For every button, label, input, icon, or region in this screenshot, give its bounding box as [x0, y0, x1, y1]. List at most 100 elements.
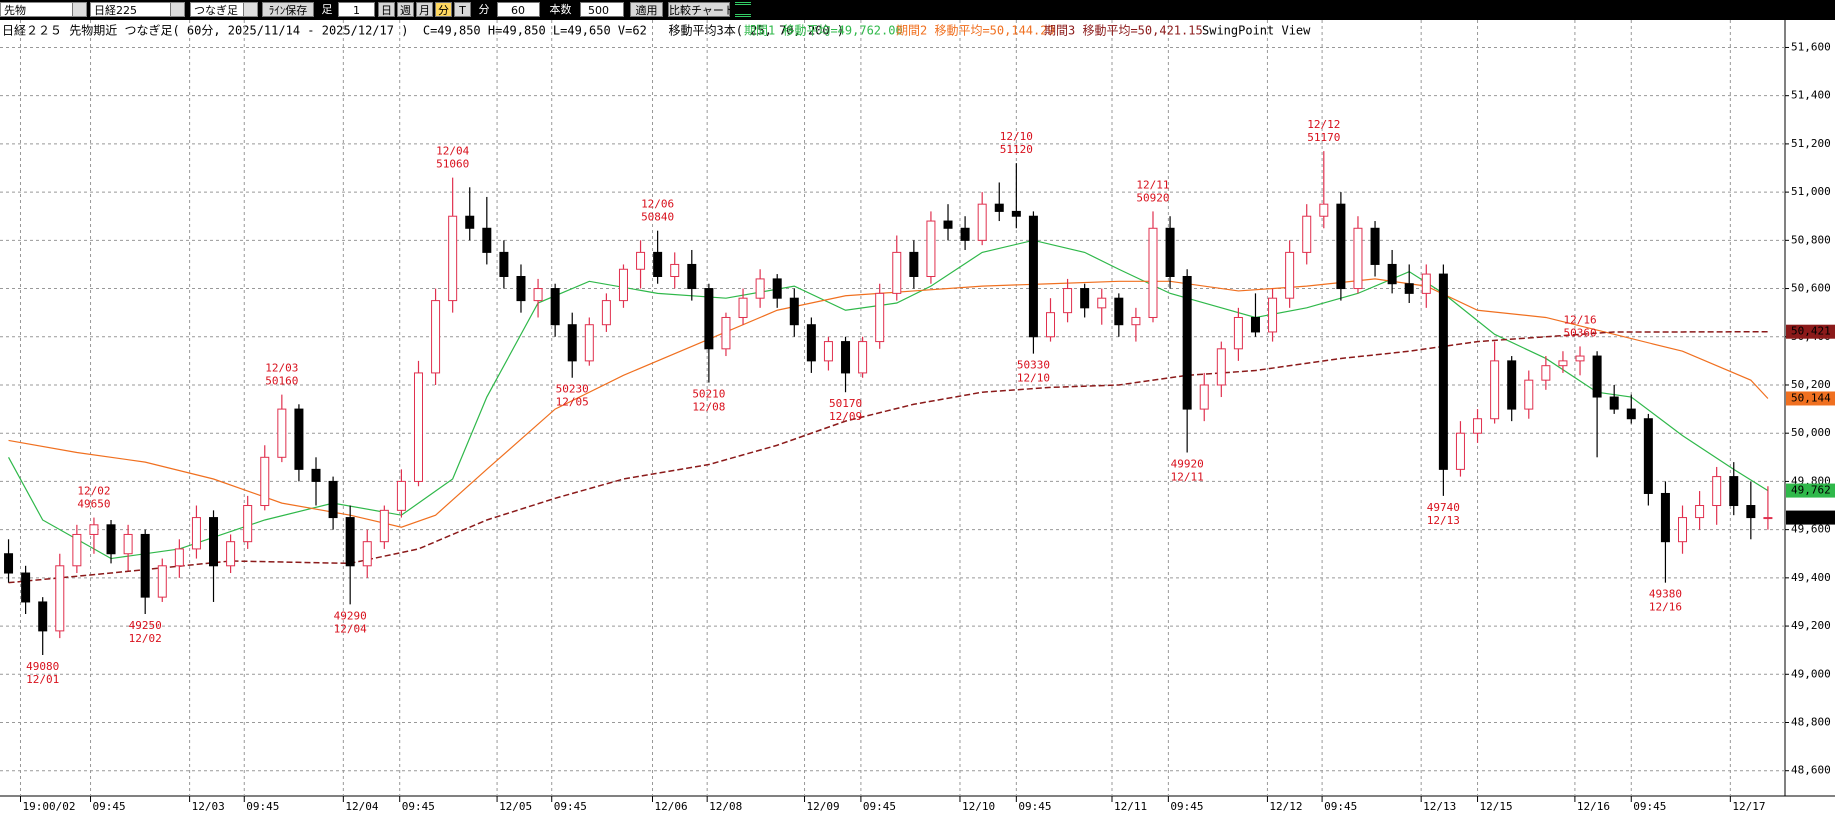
- candle-body: [431, 300, 441, 374]
- swing-price: 50210: [692, 388, 725, 401]
- candle-body: [174, 548, 184, 567]
- chart-subtitle: SwingPoint View: [1202, 24, 1311, 38]
- candle-body: [892, 251, 902, 294]
- candle-body: [618, 268, 628, 302]
- x-tick-label: 19:00/02: [22, 800, 75, 813]
- legend-entry: 期間3 移動平均=50,421.15: [1044, 24, 1203, 38]
- swing-price: 49290: [334, 609, 367, 622]
- candle-body: [1746, 505, 1756, 519]
- y-tick-label: 51,200: [1791, 137, 1831, 150]
- candle-body: [1558, 360, 1568, 367]
- price-tag-label: 50,421: [1791, 325, 1831, 338]
- candle-body: [1763, 517, 1773, 520]
- candle-body: [328, 480, 338, 519]
- swing-date: 12/16: [1563, 313, 1596, 326]
- swing-price: 51170: [1307, 131, 1340, 144]
- candle-body: [277, 408, 287, 458]
- y-tick-label: 50,000: [1791, 426, 1831, 439]
- swing-date: 12/13: [1427, 514, 1460, 527]
- price-tag: [1786, 510, 1835, 525]
- candle-body: [1302, 215, 1312, 253]
- candle-body: [1063, 288, 1073, 314]
- y-tick-label: 51,600: [1791, 40, 1831, 53]
- candle-body: [550, 288, 560, 326]
- candle-body: [55, 565, 65, 632]
- x-tick-label: 12/03: [192, 800, 225, 813]
- candle-body: [1712, 476, 1722, 507]
- candle-body: [1473, 418, 1483, 434]
- legend-entry: 期間1 移動平均=49,762.00: [744, 24, 903, 38]
- ma-line: [8, 330, 1768, 584]
- candle-body: [1370, 227, 1380, 265]
- swing-date: 12/11: [1171, 470, 1204, 483]
- price-tag: [1786, 391, 1835, 406]
- swing-price: 50330: [1017, 359, 1050, 372]
- x-tick-label: 12/04: [345, 800, 378, 813]
- swing-price: 51060: [436, 158, 469, 171]
- candle-body: [362, 541, 372, 567]
- period-button[interactable]: 日: [378, 2, 395, 17]
- candle-body: [191, 517, 201, 550]
- count-label: 本数: [549, 3, 572, 16]
- candle-body: [1319, 203, 1329, 217]
- x-tick-label: 12/05: [499, 800, 532, 813]
- apply-button[interactable]: 適用: [630, 2, 663, 17]
- candle-body: [1421, 273, 1431, 294]
- period-button[interactable]: 分: [435, 2, 452, 17]
- x-tick-label: 12/09: [807, 800, 840, 813]
- x-tick-label: 09:45: [246, 800, 279, 813]
- symbol-select[interactable]: 日経225: [90, 2, 185, 17]
- swing-price: 50170: [829, 397, 862, 410]
- ma-line: [8, 278, 1769, 528]
- candle-body: [670, 263, 680, 277]
- period-button[interactable]: 週: [397, 2, 414, 17]
- candle-body: [260, 456, 270, 507]
- candle-body: [1729, 476, 1739, 507]
- candle-body: [1404, 283, 1414, 294]
- y-tick-label: 49,000: [1791, 667, 1831, 680]
- candle-body: [584, 324, 594, 362]
- toolbar: 先物 日経225 つなぎ足 ﾗｲﾝ保存 足 1 日 週 月 分 T 分 60 本…: [0, 0, 1835, 20]
- ashi-input[interactable]: 1: [338, 2, 375, 17]
- candle-body: [567, 324, 577, 362]
- swing-price: 49650: [77, 498, 110, 511]
- candle-body: [482, 227, 492, 253]
- x-tick-label: 12/11: [1114, 800, 1147, 813]
- mode-select[interactable]: つなぎ足: [190, 2, 258, 17]
- candle-body: [1199, 384, 1209, 410]
- candle-body: [960, 227, 970, 241]
- candle-body: [721, 316, 731, 350]
- swing-price: 50160: [265, 375, 298, 388]
- candle-body: [1233, 316, 1243, 350]
- candle-body: [294, 408, 304, 470]
- save-button[interactable]: ﾗｲﾝ保存: [262, 2, 314, 17]
- chart-title: 日経２２５ 先物期近 つなぎ足( 60分, 2025/11/14 - 2025/…: [2, 24, 844, 38]
- candle-body: [738, 297, 748, 318]
- candle-body: [1336, 203, 1346, 290]
- swing-date: 12/06: [641, 198, 674, 211]
- candle-body: [926, 220, 936, 277]
- candle-body: [755, 278, 765, 299]
- candle-body: [1182, 275, 1192, 410]
- period-button[interactable]: 月: [416, 2, 433, 17]
- y-tick-label: 51,400: [1791, 89, 1831, 102]
- period-button[interactable]: T: [454, 2, 471, 17]
- compare-button[interactable]: 比較チャート: [668, 2, 735, 17]
- y-tick-label: 49,400: [1791, 571, 1831, 584]
- swing-price: 49080: [26, 660, 59, 673]
- price-tag: [1786, 324, 1835, 339]
- y-tick-label: 50,800: [1791, 233, 1831, 246]
- candle-body: [704, 288, 714, 350]
- count-input[interactable]: 500: [580, 2, 624, 17]
- minutes-input[interactable]: 60: [497, 2, 540, 17]
- candle-body: [653, 251, 663, 277]
- icon[interactable]: [735, 2, 751, 17]
- swing-date: 12/02: [129, 632, 162, 645]
- candle-body: [1438, 273, 1448, 470]
- candle-body: [943, 220, 953, 229]
- candle-body: [977, 203, 987, 241]
- price-tag-label: 49,762: [1791, 484, 1831, 497]
- market-select[interactable]: 先物: [0, 2, 87, 17]
- candle-body: [687, 263, 697, 290]
